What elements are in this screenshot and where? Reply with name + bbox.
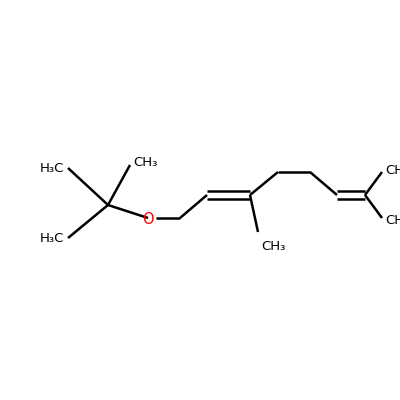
Text: H₃C: H₃C [40,162,64,174]
Text: CH₃: CH₃ [385,214,400,226]
Text: O: O [142,212,154,226]
Text: CH₃: CH₃ [261,240,285,253]
Text: CH₃: CH₃ [133,156,157,170]
Text: H₃C: H₃C [40,232,64,244]
Text: CH₃: CH₃ [385,164,400,176]
